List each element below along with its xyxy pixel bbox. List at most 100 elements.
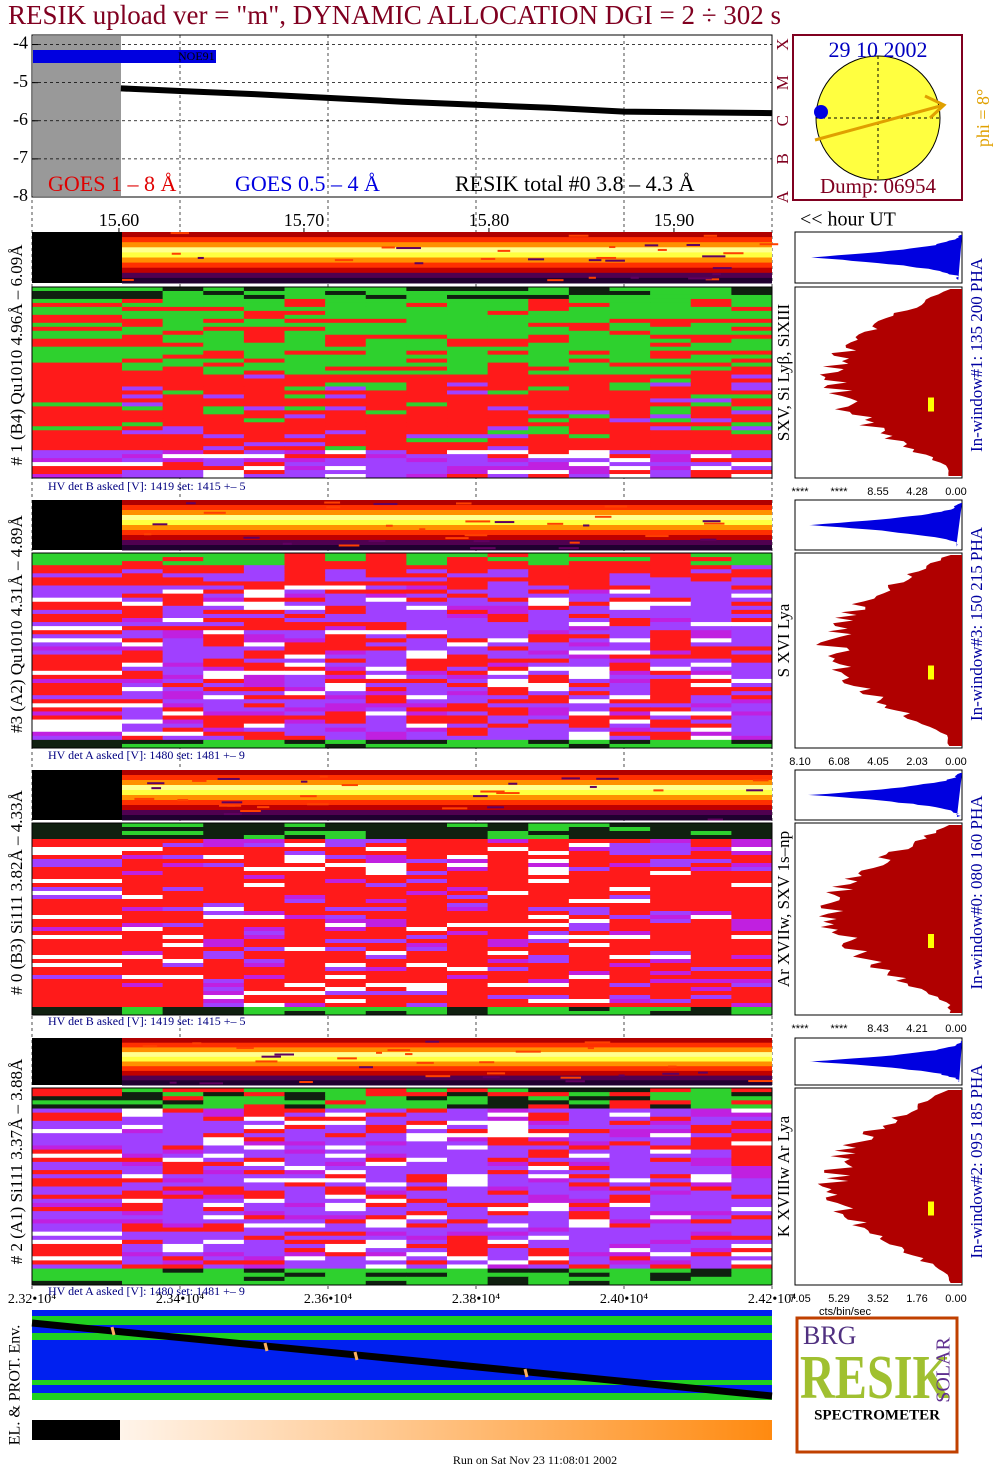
heatmap-cell	[609, 1129, 651, 1134]
heatmap-cell	[203, 1100, 245, 1105]
heatmap-cell	[650, 450, 692, 455]
heatmap-cell	[406, 646, 448, 651]
heatmap-cell	[406, 823, 448, 828]
heatmap-strip	[122, 237, 772, 243]
heatmap-cell	[609, 294, 651, 300]
heatmap-cell	[162, 394, 204, 399]
heatmap-cell	[650, 887, 692, 892]
heatmap-cell	[447, 1182, 489, 1187]
heatmap-cell	[731, 1145, 773, 1151]
heatmap-cell	[284, 1231, 326, 1237]
heatmap-cell	[122, 739, 164, 745]
heatmap-cell	[568, 859, 610, 864]
heatmap-cell	[528, 695, 570, 700]
heatmap-cell	[122, 557, 164, 562]
heatmap-cell	[690, 646, 732, 651]
heatmap-cell	[609, 1137, 651, 1142]
heatmap-cell	[32, 867, 122, 872]
heatmap-cell	[528, 1207, 570, 1212]
heatmap-cell	[690, 919, 732, 924]
heatmap-cell	[731, 462, 773, 467]
heatmap-cell	[325, 823, 367, 828]
heatmap-cell	[528, 1182, 570, 1187]
heatmap-cell	[325, 1157, 367, 1163]
heatmap-cell	[203, 687, 245, 692]
heatmap-cell	[406, 1137, 448, 1142]
heatmap-cell	[406, 622, 448, 627]
heatmap-cell	[705, 278, 720, 281]
heatmap-cell	[122, 839, 164, 844]
heatmap-cell	[690, 1011, 732, 1016]
heatmap-cell	[487, 1088, 529, 1093]
heatmap-cell	[568, 634, 610, 639]
heatmap-cell	[162, 827, 204, 832]
heatmap-cell	[162, 573, 204, 578]
heatmap-cell	[365, 618, 407, 623]
heatmap-cell	[650, 442, 692, 447]
heatmap-cell	[32, 306, 122, 312]
heatmap-cell	[203, 338, 245, 344]
line-label: K XVIIIw Ar Lya	[774, 1115, 793, 1237]
heatmap-cell	[365, 382, 407, 387]
heatmap-cell	[528, 1239, 570, 1245]
heatmap-cell	[406, 947, 448, 952]
heatmap-cell	[690, 666, 732, 672]
heatmap-cell	[609, 727, 651, 733]
heatmap-cell	[528, 1165, 570, 1171]
heatmap-cell	[609, 919, 651, 924]
legend-entry: RESIK total #0 3.8 – 4.3 Å	[455, 171, 695, 196]
heatmap-cell	[746, 789, 764, 792]
heatmap-cell	[325, 438, 367, 443]
heatmap-cell	[609, 1096, 651, 1101]
heatmap-cell	[650, 991, 692, 996]
heatmap-cell	[406, 569, 448, 574]
heatmap-cell	[365, 739, 407, 745]
x2-axis-label: << hour UT	[800, 209, 896, 231]
heatmap-cell	[568, 370, 610, 376]
heatmap-cell	[162, 430, 204, 435]
heatmap-cell	[365, 731, 407, 737]
heatmap-cell	[731, 646, 773, 651]
heatmap-cell	[528, 430, 570, 435]
heatmap-cell	[325, 557, 367, 562]
heatmap-cell	[568, 638, 610, 643]
heatmap-cell	[122, 1182, 164, 1187]
heatmap-cell	[487, 553, 529, 558]
heatmap-cell	[406, 366, 448, 372]
heatmap-cell	[162, 678, 204, 684]
heatmap-cell	[447, 618, 489, 623]
heatmap-cell	[284, 474, 326, 479]
heatmap-cell	[731, 438, 773, 443]
heatmap-cell	[650, 334, 692, 340]
heatmap-cell	[690, 450, 732, 455]
hist-tick-label: 2.03	[906, 756, 927, 768]
heatmap-cell	[325, 1252, 367, 1257]
heatmap-cell	[406, 1112, 448, 1118]
heatmap-cell	[365, 418, 407, 423]
heatmap-cell	[731, 609, 773, 615]
heatmap-cell	[731, 1202, 773, 1208]
heatmap-cell	[325, 581, 367, 586]
heatmap-cell	[122, 350, 164, 356]
heatmap-cell	[650, 871, 692, 876]
heatmap-cell	[487, 470, 529, 475]
heatmap-cell	[284, 1129, 326, 1134]
heatmap-cell	[487, 622, 529, 627]
heatmap-cell	[32, 406, 122, 411]
heatmap-cell	[151, 787, 162, 790]
heatmap-cell	[650, 1239, 692, 1245]
heatmap-cell	[203, 739, 245, 745]
heatmap-cell	[528, 450, 570, 455]
heatmap-cell	[203, 410, 245, 415]
heatmap-cell	[162, 362, 204, 368]
heatmap-cell	[528, 410, 570, 415]
heatmap-cell	[162, 855, 204, 860]
heatmap-cell	[568, 687, 610, 692]
heatmap-cell	[568, 723, 610, 729]
heatmap-cell	[447, 626, 489, 631]
heatmap-strip	[122, 770, 772, 776]
heatmap-cell	[690, 939, 732, 944]
heatmap-cell	[32, 931, 122, 936]
heatmap-cell	[650, 654, 692, 660]
flare-class: B	[773, 153, 792, 164]
